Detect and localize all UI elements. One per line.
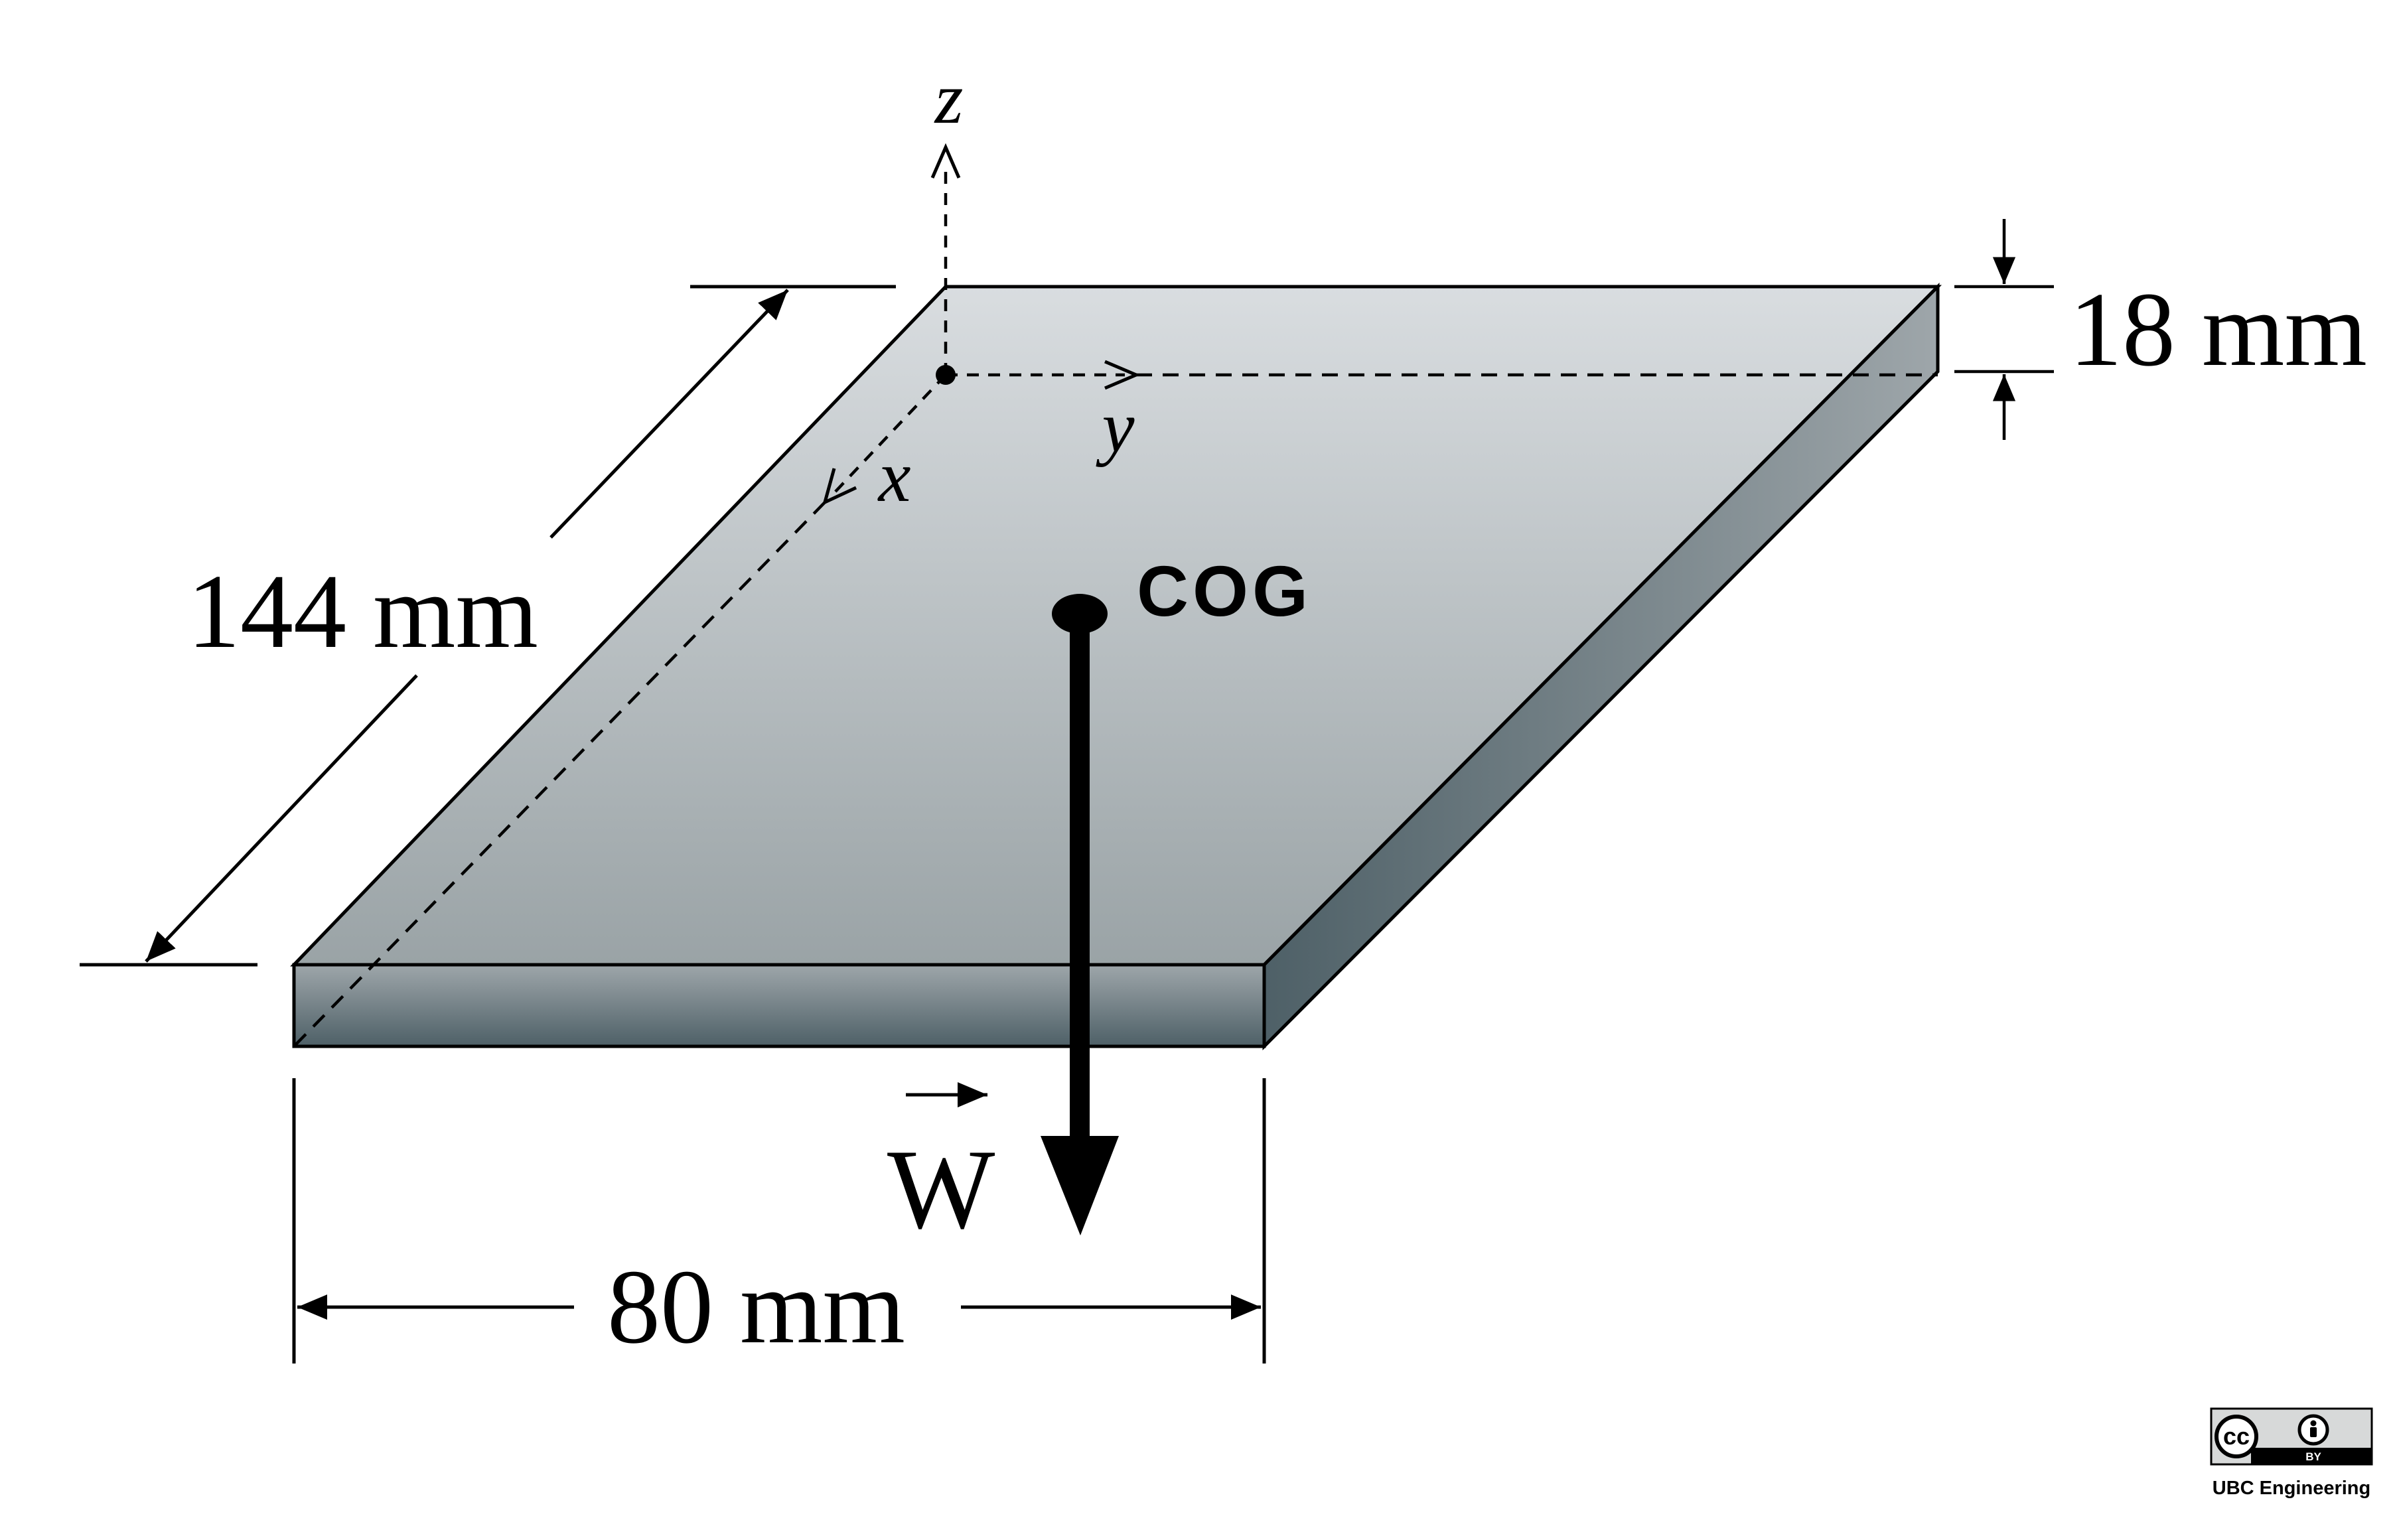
weight-vector-shaft [1070, 617, 1090, 1161]
length-dimension [80, 285, 896, 967]
badge-strip [2251, 1448, 2372, 1464]
length-label: 144 mm [187, 552, 538, 670]
weight-vector-arrowhead [1041, 1136, 1119, 1235]
thickness-dimension [1954, 219, 2054, 440]
y-axis-label: y [1096, 386, 1135, 467]
length-arrow-lower [145, 674, 418, 963]
z-axis-label: z [934, 58, 964, 139]
z-axis-arrowhead [930, 143, 961, 178]
attribution-icon-head [2310, 1420, 2317, 1427]
origin-dot [936, 365, 956, 385]
credit-label: UBC Engineering [2213, 1478, 2370, 1499]
coordinate-axes [293, 143, 1938, 1048]
badge-by-text: BY [2305, 1450, 2321, 1463]
width-label: 80 mm [607, 1247, 905, 1365]
thickness-label: 18 mm [2069, 270, 2367, 388]
cog-point [1052, 594, 1108, 634]
plate-front-face [292, 963, 1266, 1048]
weight-vector-symbol: W [887, 1082, 995, 1253]
x-axis-label: x [877, 436, 911, 517]
cc-icon [2215, 1415, 2258, 1458]
cc-icon-text: cc [2223, 1423, 2250, 1450]
x-axis [832, 374, 947, 496]
weight-label: W [887, 1127, 995, 1253]
plate-side-face [1262, 282, 1940, 1051]
license-badge: cc BY [2210, 1407, 2373, 1466]
cog-label: COG [1137, 551, 1312, 631]
x-axis-extension [293, 501, 826, 1048]
plate [290, 282, 1942, 1051]
attribution-icon-body [2310, 1427, 2317, 1437]
length-arrow-upper [549, 289, 789, 539]
width-dimension [292, 1078, 1266, 1364]
